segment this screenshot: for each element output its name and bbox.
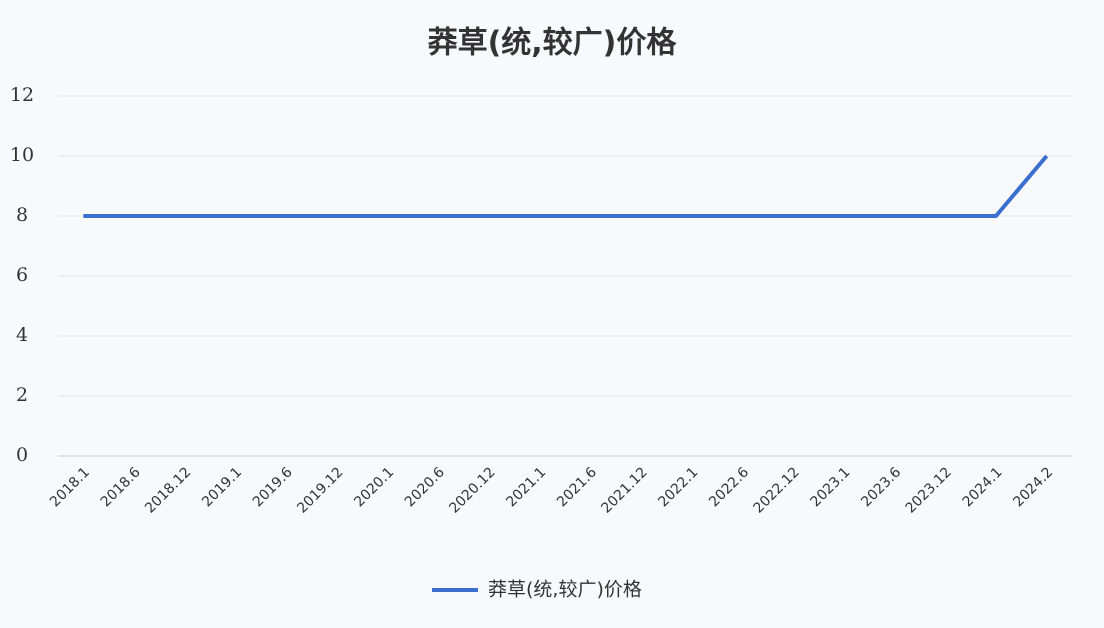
line	[83, 154, 1049, 218]
legend-label: 莽草(统,较广)价格	[488, 579, 642, 601]
y-tick-label: 6	[16, 264, 28, 286]
y-tick-label: 4	[16, 324, 28, 346]
y-tick-label: 12	[10, 84, 34, 106]
y-tick-label: 2	[16, 384, 28, 406]
y-tick-label: 10	[10, 144, 34, 166]
y-tick-label: 8	[16, 204, 28, 226]
chart-title: 莽草(统,较广)价格	[428, 26, 678, 61]
y-tick-label: 0	[16, 444, 28, 466]
